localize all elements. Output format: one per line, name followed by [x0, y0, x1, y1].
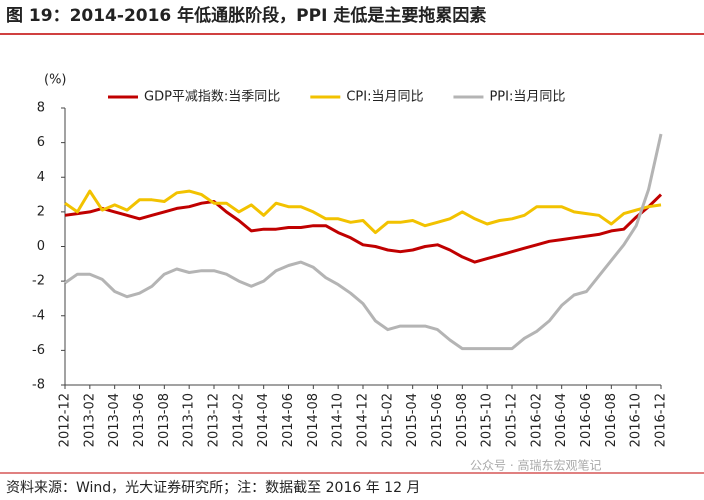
legend-label: GDP平减指数:当季同比	[144, 90, 280, 105]
y-tick-label: 0	[37, 239, 45, 254]
series-line	[64, 133, 663, 351]
series-line	[64, 189, 662, 235]
legend-label: PPI:当月同比	[489, 90, 565, 105]
x-tick-label: 2013-10	[182, 393, 197, 447]
y-tick-label: -4	[32, 308, 45, 323]
x-tick-label: 2012-12	[58, 393, 73, 447]
y-tick-label: -6	[32, 343, 45, 358]
x-tick-label: 2016-10	[629, 393, 644, 447]
series-line	[64, 193, 663, 264]
y-tick-label: -8	[32, 378, 45, 393]
y-tick-label: 4	[37, 170, 45, 185]
y-unit-label: (%)	[44, 73, 67, 88]
x-tick-label: 2015-06	[430, 393, 445, 447]
x-tick-label: 2013-02	[82, 393, 97, 447]
x-tick-label: 2014-08	[306, 393, 321, 447]
x-tick-label: 2014-12	[356, 393, 371, 447]
source-note: 资料来源：Wind，光大证券研究所；注：数据截至 2016 年 12 月	[6, 480, 420, 496]
y-tick-label: 2	[37, 204, 45, 219]
y-tick-label: -2	[32, 274, 45, 289]
x-tick-label: 2015-12	[505, 393, 520, 447]
legend-label: CPI:当月同比	[346, 90, 423, 105]
y-tick-label: 8	[37, 101, 45, 116]
x-tick-label: 2014-04	[256, 393, 271, 447]
x-tick-label: 2015-04	[405, 393, 420, 447]
y-tick-label: 6	[37, 135, 45, 150]
x-tick-label: 2014-02	[231, 393, 246, 447]
x-tick-label: 2013-12	[207, 393, 222, 447]
x-tick-label: 2013-06	[132, 393, 147, 447]
x-tick-label: 2015-02	[380, 393, 395, 447]
chart-title: 图 19：2014-2016 年低通胀阶段，PPI 走低是主要拖累因素	[6, 5, 486, 26]
x-tick-label: 2014-10	[331, 393, 346, 447]
x-tick-label: 2013-08	[157, 393, 172, 447]
x-tick-label: 2016-04	[554, 393, 569, 447]
x-tick-label: 2016-02	[529, 393, 544, 447]
x-tick-label: 2016-06	[579, 393, 594, 447]
watermark: 公众号 · 高瑞东宏观笔记	[470, 458, 601, 473]
x-tick-label: 2015-10	[480, 393, 495, 447]
x-tick-label: 2016-08	[604, 393, 619, 447]
x-tick-label: 2015-08	[455, 393, 470, 447]
x-tick-label: 2013-04	[107, 393, 122, 447]
x-tick-label: 2014-06	[281, 393, 296, 447]
x-tick-label: 2016-12	[654, 393, 669, 447]
